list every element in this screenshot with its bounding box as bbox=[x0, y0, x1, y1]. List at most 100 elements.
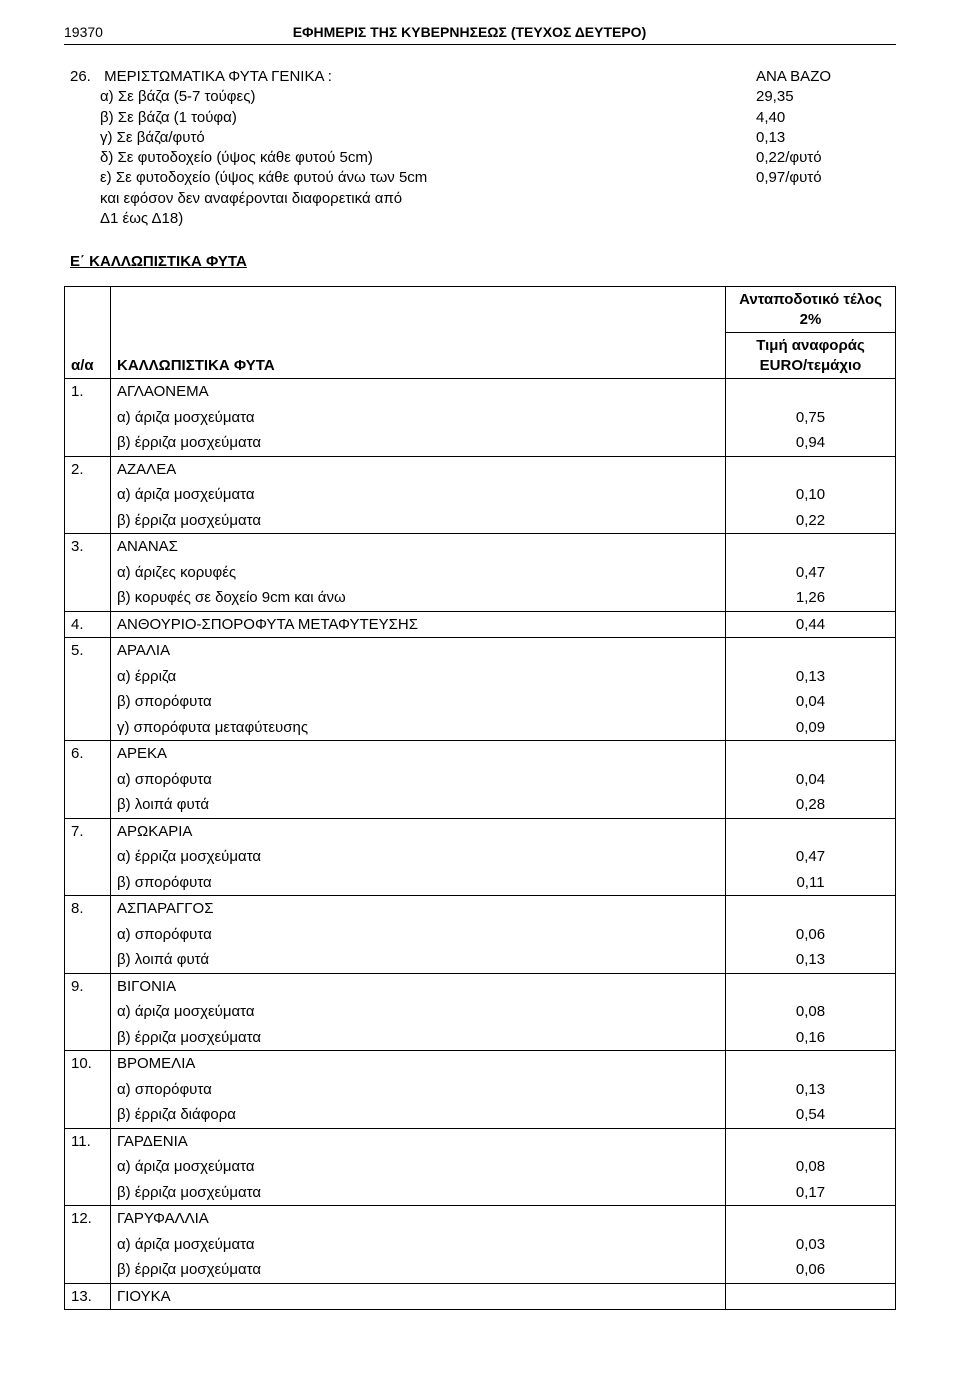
row-name: ΑΣΠΑΡΑΓΓΟΣ bbox=[111, 896, 726, 922]
sub-value: 1,26 bbox=[726, 585, 896, 611]
row-num: 3. bbox=[65, 534, 111, 612]
row-value bbox=[726, 1128, 896, 1154]
row-num: 6. bbox=[65, 741, 111, 819]
sub-value: 0,13 bbox=[726, 664, 896, 690]
row-num: 4. bbox=[65, 611, 111, 638]
table-row: 12.ΓΑΡΥΦΑΛΛΙΑ bbox=[65, 1206, 896, 1232]
sub-label: β) λοιπά φυτά bbox=[111, 792, 726, 818]
table-row: 7.ΑΡΩΚΑΡΙΑ bbox=[65, 818, 896, 844]
sub-value: 0,16 bbox=[726, 1025, 896, 1051]
table-row: 4.ΑΝΘΟΥΡΙΟ-ΣΠΟΡΟΦΥΤΑ ΜΕΤΑΦΥΤΕΥΣΗΣ0,44 bbox=[65, 611, 896, 638]
row-value: 0,44 bbox=[726, 611, 896, 638]
row-value bbox=[726, 1283, 896, 1310]
table-sub-row: β) έρριζα μοσχεύματα0,17 bbox=[65, 1180, 896, 1206]
table-row: 8.ΑΣΠΑΡΑΓΓΟΣ bbox=[65, 896, 896, 922]
sub-value: 0,04 bbox=[726, 767, 896, 793]
page-number: 19370 bbox=[64, 24, 103, 40]
row-value bbox=[726, 456, 896, 482]
row-name: ΑΝΘΟΥΡΙΟ-ΣΠΟΡΟΦΥΤΑ ΜΕΤΑΦΥΤΕΥΣΗΣ bbox=[111, 611, 726, 638]
table-sub-row: α) άριζες κορυφές0,47 bbox=[65, 560, 896, 586]
table-header-row-1: α/α ΚΑΛΛΩΠΙΣΤΙΚΑ ΦΥΤΑ Ανταποδοτικό τέλος… bbox=[65, 287, 896, 333]
row-value bbox=[726, 741, 896, 767]
sub-value: 0,10 bbox=[726, 482, 896, 508]
sub-label: β) λοιπά φυτά bbox=[111, 947, 726, 973]
sub-value: 0,94 bbox=[726, 430, 896, 456]
row-value bbox=[726, 973, 896, 999]
row-name: ΑΓΛΑΟΝΕΜΑ bbox=[111, 379, 726, 405]
sub-value: 0,13 bbox=[726, 947, 896, 973]
sub-label: β) έρριζα μοσχεύματα bbox=[111, 1180, 726, 1206]
table-row: 11.ΓΑΡΔΕΝΙΑ bbox=[65, 1128, 896, 1154]
sub-value: 0,17 bbox=[726, 1180, 896, 1206]
sub-value: 0,47 bbox=[726, 560, 896, 586]
row-num: 13. bbox=[65, 1283, 111, 1310]
row-value bbox=[726, 379, 896, 405]
sub-label: α) άριζα μοσχεύματα bbox=[111, 1232, 726, 1258]
row-name: ΓΑΡΥΦΑΛΛΙΑ bbox=[111, 1206, 726, 1232]
row-num: 8. bbox=[65, 896, 111, 974]
table-row: 10.ΒΡΟΜΕΛΙΑ bbox=[65, 1051, 896, 1077]
table-sub-row: α) σπορόφυτα0,04 bbox=[65, 767, 896, 793]
row-value bbox=[726, 818, 896, 844]
table-sub-row: β) έρριζα διάφορα0,54 bbox=[65, 1102, 896, 1128]
table-sub-row: α) άριζα μοσχεύματα0,75 bbox=[65, 405, 896, 431]
s26-val-d: 0,22/φυτό bbox=[756, 148, 896, 168]
row-value bbox=[726, 638, 896, 664]
table-row: 5.ΑΡΑΛΙΑ bbox=[65, 638, 896, 664]
sub-value: 0,22 bbox=[726, 508, 896, 534]
publication-title: ΕΦΗΜΕΡΙΣ ΤΗΣ ΚΥΒΕΡΝΗΣΕΩΣ (ΤΕΥΧΟΣ ΔΕΥΤΕΡΟ… bbox=[103, 24, 836, 40]
page-header: 19370 ΕΦΗΜΕΡΙΣ ΤΗΣ ΚΥΒΕΡΝΗΣΕΩΣ (ΤΕΥΧΟΣ Δ… bbox=[64, 24, 896, 40]
sub-value: 0,54 bbox=[726, 1102, 896, 1128]
table-sub-row: α) έρριζα0,13 bbox=[65, 664, 896, 690]
row-num: 9. bbox=[65, 973, 111, 1051]
sub-label: γ) σπορόφυτα μεταφύτευσης bbox=[111, 715, 726, 741]
sub-label: α) άριζες κορυφές bbox=[111, 560, 726, 586]
table-sub-row: β) έρριζα μοσχεύματα0,22 bbox=[65, 508, 896, 534]
sub-label: β) έρριζα μοσχεύματα bbox=[111, 1025, 726, 1051]
decorative-plants-table: α/α ΚΑΛΛΩΠΙΣΤΙΚΑ ΦΥΤΑ Ανταποδοτικό τέλος… bbox=[64, 286, 896, 1310]
row-num: 1. bbox=[65, 379, 111, 457]
page: 19370 ΕΦΗΜΕΡΙΣ ΤΗΣ ΚΥΒΕΡΝΗΣΕΩΣ (ΤΕΥΧΟΣ Δ… bbox=[0, 0, 960, 1396]
table-sub-row: β) έρριζα μοσχεύματα0,94 bbox=[65, 430, 896, 456]
s26-val-a: 29,35 bbox=[756, 87, 896, 107]
table-row: 3.ΑΝΑΝΑΣ bbox=[65, 534, 896, 560]
sub-label: α) άριζα μοσχεύματα bbox=[111, 999, 726, 1025]
table-sub-row: β) λοιπά φυτά0,28 bbox=[65, 792, 896, 818]
row-value bbox=[726, 1051, 896, 1077]
sub-value: 0,47 bbox=[726, 844, 896, 870]
sub-label: β) κορυφές σε δοχείο 9cm και άνω bbox=[111, 585, 726, 611]
row-name: ΑΡΑΛΙΑ bbox=[111, 638, 726, 664]
sub-value: 0,11 bbox=[726, 870, 896, 896]
table-row: 6.ΑΡΕΚΑ bbox=[65, 741, 896, 767]
sub-value: 0,75 bbox=[726, 405, 896, 431]
sub-value: 0,06 bbox=[726, 1257, 896, 1283]
table-sub-row: β) σπορόφυτα0,04 bbox=[65, 689, 896, 715]
row-num: 2. bbox=[65, 456, 111, 534]
row-name: ΑΖΑΛΕΑ bbox=[111, 456, 726, 482]
sub-label: α) σπορόφυτα bbox=[111, 922, 726, 948]
table-sub-row: β) έρριζα μοσχεύματα0,06 bbox=[65, 1257, 896, 1283]
section-26-num: 26. bbox=[70, 67, 100, 87]
table-sub-row: α) σπορόφυτα0,06 bbox=[65, 922, 896, 948]
table-row: 2.ΑΖΑΛΕΑ bbox=[65, 456, 896, 482]
s26-line-c: γ) Σε βάζα/φυτό bbox=[70, 128, 732, 148]
sub-label: α) σπορόφυτα bbox=[111, 1077, 726, 1103]
th-telos: Ανταποδοτικό τέλος 2% bbox=[726, 287, 896, 333]
row-name: ΑΡΕΚΑ bbox=[111, 741, 726, 767]
row-name: ΒΡΟΜΕΛΙΑ bbox=[111, 1051, 726, 1077]
row-num: 10. bbox=[65, 1051, 111, 1129]
sub-label: β) σπορόφυτα bbox=[111, 689, 726, 715]
sub-value: 0,13 bbox=[726, 1077, 896, 1103]
s26-right-header: ΑΝΑ ΒΑΖΟ bbox=[756, 67, 896, 87]
s26-line-d: δ) Σε φυτοδοχείο (ύψος κάθε φυτού 5cm) bbox=[70, 148, 732, 168]
row-num: 11. bbox=[65, 1128, 111, 1206]
row-num: 5. bbox=[65, 638, 111, 741]
sub-value: 0,08 bbox=[726, 1154, 896, 1180]
table-sub-row: α) σπορόφυτα0,13 bbox=[65, 1077, 896, 1103]
sub-label: α) έρριζα bbox=[111, 664, 726, 690]
sub-value: 0,04 bbox=[726, 689, 896, 715]
table-sub-row: α) άριζα μοσχεύματα0,08 bbox=[65, 999, 896, 1025]
sub-value: 0,28 bbox=[726, 792, 896, 818]
row-name: ΓΑΡΔΕΝΙΑ bbox=[111, 1128, 726, 1154]
row-name: ΓΙΟΥΚΑ bbox=[111, 1283, 726, 1310]
